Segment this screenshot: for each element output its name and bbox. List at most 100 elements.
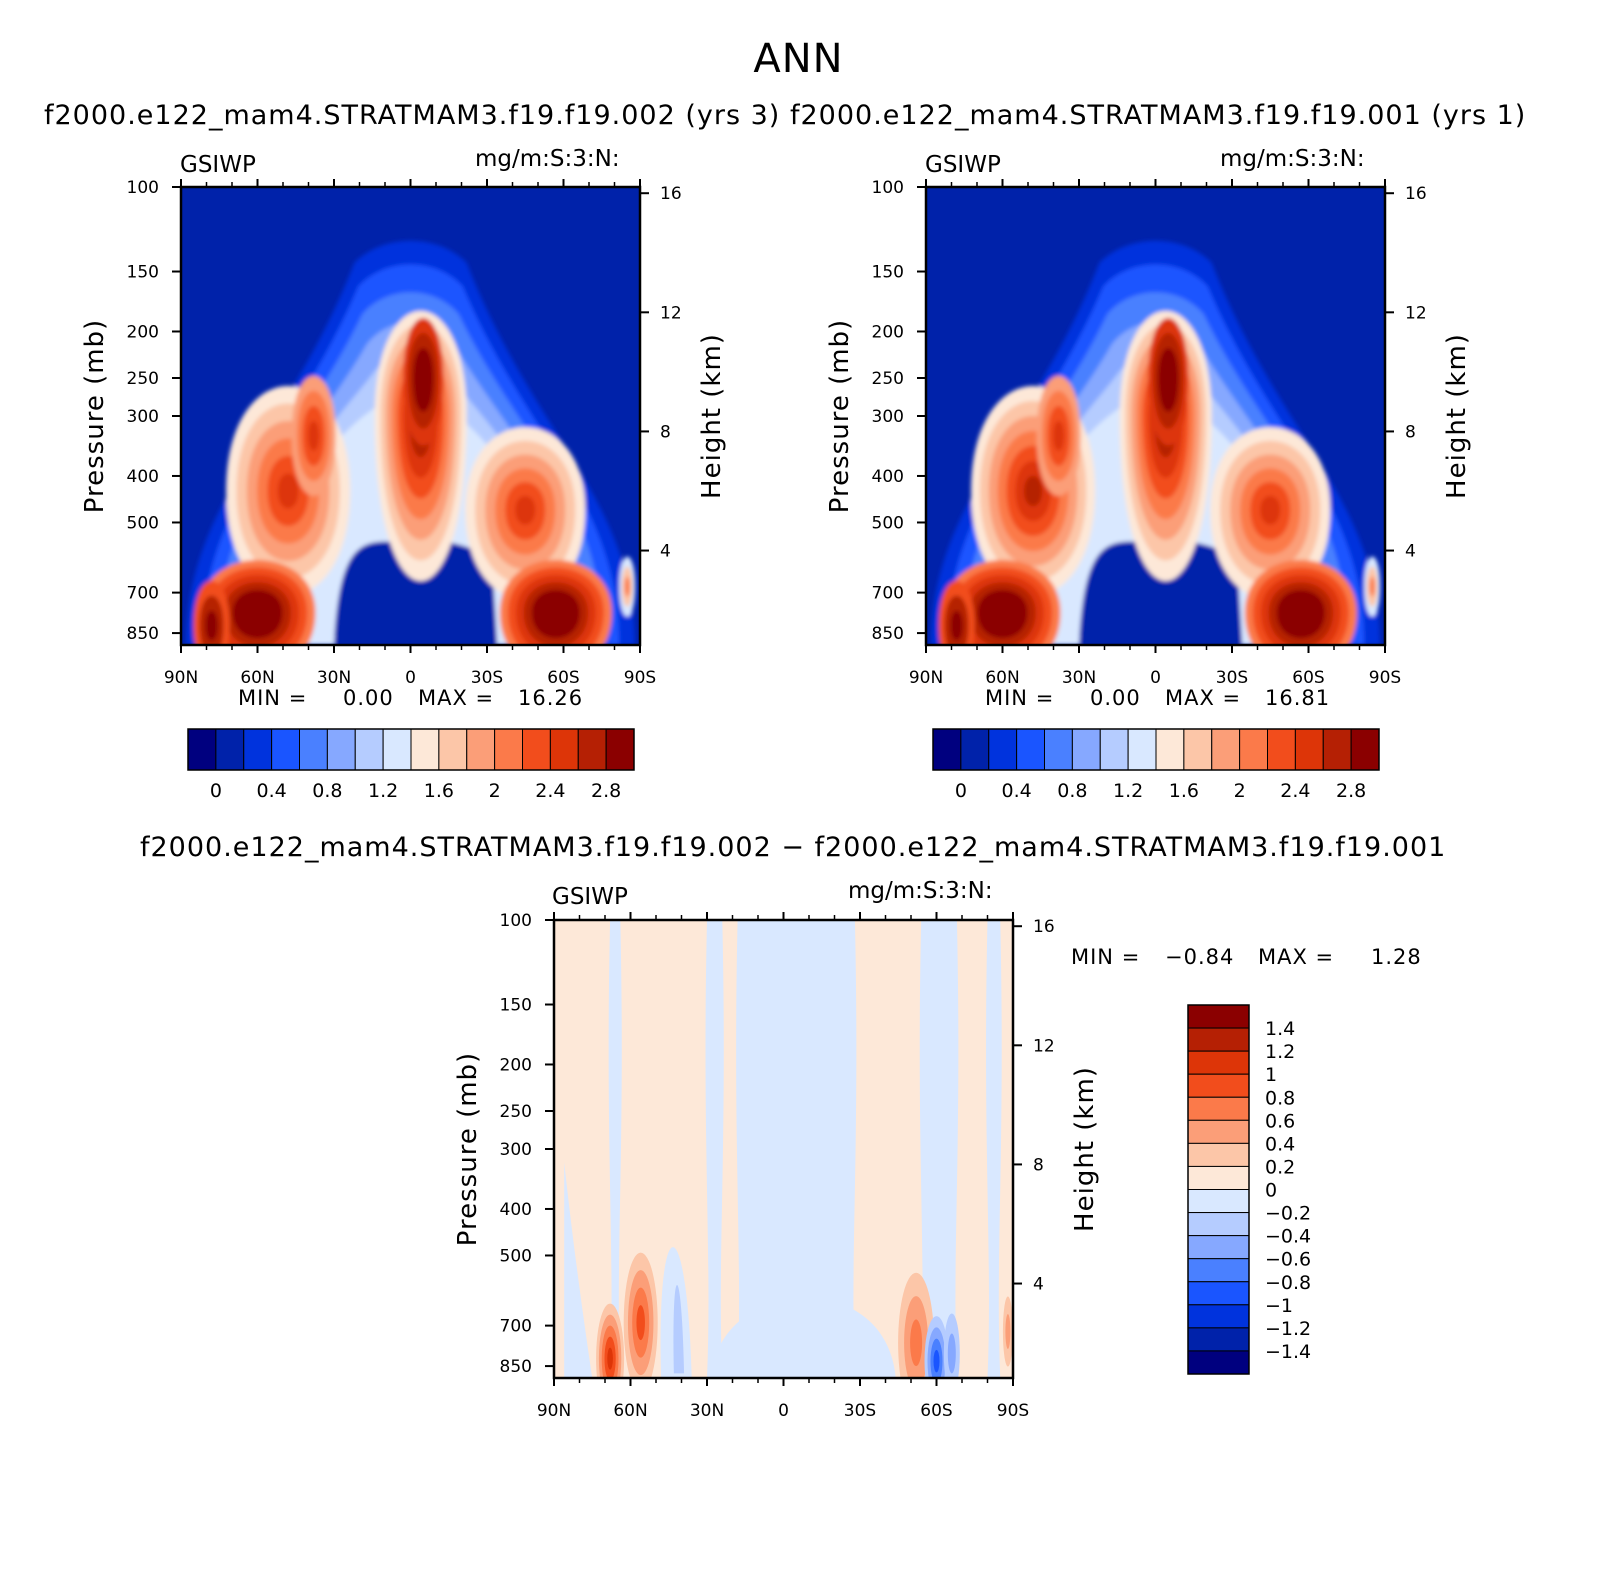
y2-tick-label: 16 <box>1405 184 1427 204</box>
panel-1-field <box>181 187 640 645</box>
colorbar-tick-label: −0.2 <box>1265 1203 1311 1225</box>
contour-neg-patch <box>673 1284 685 1374</box>
colorbar-swatch <box>932 728 962 771</box>
y-tick-label: 100 <box>127 178 159 198</box>
colorbar-swatch <box>299 728 328 771</box>
x-tick-label: 90N <box>164 668 198 688</box>
colorbar-swatch <box>243 728 273 771</box>
y-tick-label: 300 <box>127 407 159 427</box>
colorbar-tick-label: 1.2 <box>1113 780 1143 802</box>
y-tick-label: 850 <box>872 624 904 644</box>
colorbar-tick-label: 0.4 <box>1265 1133 1295 1155</box>
y-tick-label: 500 <box>500 1246 532 1266</box>
field-contours <box>931 240 1381 645</box>
colorbar-tick-label: 2.4 <box>535 780 565 802</box>
y-tick-label: 200 <box>500 1055 532 1075</box>
colorbar-tick-label: 0.8 <box>1057 780 1087 802</box>
panel-2-min-value: 0.00 <box>1090 686 1141 710</box>
y-tick-label: 100 <box>500 911 532 931</box>
x-tick-label: 0 <box>405 668 416 688</box>
colorbar-swatch <box>1211 728 1241 771</box>
y-tick-label: 200 <box>872 322 904 342</box>
contour-neg-stripe <box>736 920 857 1378</box>
y-tick-label: 250 <box>872 369 904 389</box>
colorbar-swatch <box>187 728 217 771</box>
x-tick-label: 90S <box>1369 668 1401 688</box>
colorbar-swatch <box>466 728 496 771</box>
panel-2-variable-label: GSIWP <box>925 152 1001 178</box>
colorbar-swatch <box>1239 728 1268 771</box>
y2-tick-label: 8 <box>1033 1155 1044 1175</box>
colorbar-swatch <box>1187 1189 1250 1214</box>
x-tick-label: 30S <box>1216 668 1248 688</box>
field-contours <box>186 240 636 645</box>
contour-spot <box>910 1319 923 1367</box>
x-tick-label: 60S <box>547 668 579 688</box>
colorbar-swatch <box>1294 728 1324 771</box>
x-tick-label: 90S <box>624 668 656 688</box>
x-tick-label: 60N <box>985 668 1019 688</box>
panel-1-title: f2000.e122_mam4.STRATMAM3.f19.f19.002 (y… <box>44 100 781 131</box>
colorbar-swatch <box>1187 1258 1250 1283</box>
colorbar-tick-label: 1.6 <box>424 780 454 802</box>
y-tick-label: 300 <box>500 1140 532 1160</box>
colorbar-tick-label: 0 <box>210 780 222 802</box>
panel-2-min-label: MIN = <box>985 686 1055 710</box>
colorbar-tick-label: −0.8 <box>1265 1272 1311 1294</box>
contour-dry-core <box>1084 562 1238 645</box>
y-tick-label: 700 <box>127 584 159 604</box>
panel-2-title: f2000.e122_mam4.STRATMAM3.f19.f19.001 (y… <box>790 100 1527 131</box>
contour-neg-stripe <box>986 920 1002 1378</box>
colorbar-tick-label: 2 <box>489 780 501 802</box>
colorbar-swatch <box>522 728 551 771</box>
contour-blob <box>994 604 1011 622</box>
colorbar-frame <box>932 728 1380 771</box>
colorbar-swatch <box>1187 1050 1250 1075</box>
colorbar-tick-label: −1 <box>1265 1295 1293 1317</box>
colorbar-swatch <box>1322 728 1352 771</box>
colorbar-swatch <box>494 728 523 771</box>
colorbar-swatch <box>1127 728 1157 771</box>
contour-blob <box>1369 576 1375 597</box>
figure-title: ANN <box>753 36 844 82</box>
x-tick-label: 30N <box>317 668 351 688</box>
y-tick-label: 850 <box>500 1357 532 1377</box>
x-tick-label: 30N <box>690 1401 724 1421</box>
y-tick-label: 400 <box>500 1200 532 1220</box>
colorbar-swatch <box>1187 1027 1250 1052</box>
contour-blob <box>624 576 630 597</box>
y-tick-label: 150 <box>127 263 159 283</box>
colorbar-swatch <box>410 728 440 771</box>
contour-neg-stripe <box>705 920 724 1378</box>
colorbar-swatch <box>354 728 384 771</box>
colorbar-tick-label: −0.6 <box>1265 1249 1311 1271</box>
panel-2-max-label: MAX = <box>1165 686 1242 710</box>
colorbar-swatch <box>1267 728 1296 771</box>
contour-neg-lower <box>712 1297 896 1378</box>
contour-neg-edge <box>564 1162 593 1378</box>
y-axis-label: Pressure (mb) <box>80 319 110 513</box>
colorbar-swatch <box>1044 728 1073 771</box>
panel-3-min-value: −0.84 <box>1165 945 1235 969</box>
panel-3-min-label: MIN = <box>1071 945 1141 969</box>
colorbar-swatch <box>1187 1165 1250 1190</box>
colorbar-tick-label: 0.6 <box>1265 1110 1295 1132</box>
colorbar-tick-label: 1.2 <box>368 780 398 802</box>
y2-axis-label: Height (km) <box>1442 333 1472 499</box>
colorbar-tick-label: −0.4 <box>1265 1226 1311 1248</box>
colorbar-swatch <box>1187 1212 1250 1237</box>
contour-blob <box>1024 476 1042 507</box>
colorbar-swatch <box>382 728 412 771</box>
colorbar-tick-label: 1 <box>1265 1064 1277 1086</box>
x-tick-label: 30N <box>1062 668 1096 688</box>
colorbar-swatch <box>1187 1350 1250 1375</box>
panel-3-units-label: mg/m:S:3:N: <box>848 878 993 904</box>
y-tick-label: 150 <box>500 996 532 1016</box>
y-tick-label: 100 <box>872 178 904 198</box>
y2-tick-label: 4 <box>660 542 671 562</box>
contour-neg-stripe <box>608 920 622 1378</box>
contour-blob <box>950 610 963 641</box>
y-axis-label: Pressure (mb) <box>825 319 855 513</box>
colorbar-tick-label: 2.8 <box>1336 780 1366 802</box>
